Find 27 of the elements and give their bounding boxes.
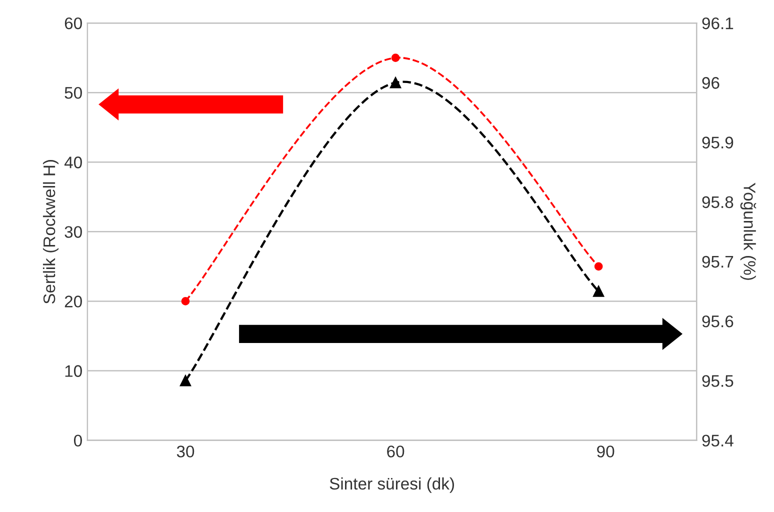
y2-axis-title: Yoğunluk (%) [740, 182, 756, 280]
x-tick-label: 60 [387, 446, 404, 458]
point [594, 262, 603, 271]
y-tick-label: 50 [64, 86, 82, 99]
point [390, 77, 402, 88]
point [593, 286, 604, 297]
y2-tick-label: 95.4 [702, 434, 734, 447]
point [391, 54, 400, 62]
y2-tick-label: 96.1 [702, 17, 734, 30]
y-tick-label: 30 [64, 226, 82, 238]
y-tick-label: 40 [64, 156, 82, 168]
y2-tick-label: 96 [702, 77, 720, 89]
y2-tick-label: 95.8 [702, 196, 734, 208]
x-axis-title: Sinter süresi (dk) [330, 477, 454, 493]
point [181, 297, 190, 306]
y-tick-label: 0 [74, 434, 82, 447]
x-tick-label: 30 [176, 446, 194, 458]
y2-tick-label: 95.7 [702, 256, 734, 268]
y-tick-label: 10 [65, 365, 82, 377]
y2-tick-label: 95.9 [702, 136, 734, 148]
y-tick-label: 20 [64, 296, 82, 308]
y-tick-label: 60 [64, 17, 82, 30]
point [180, 375, 192, 386]
y2-tick-label: 95.5 [702, 375, 734, 387]
x-tick-label: 90 [597, 446, 614, 458]
y-axis-title: Sertlik (Rockwell H) [42, 160, 58, 304]
y2-tick-label: 95.6 [702, 316, 734, 328]
